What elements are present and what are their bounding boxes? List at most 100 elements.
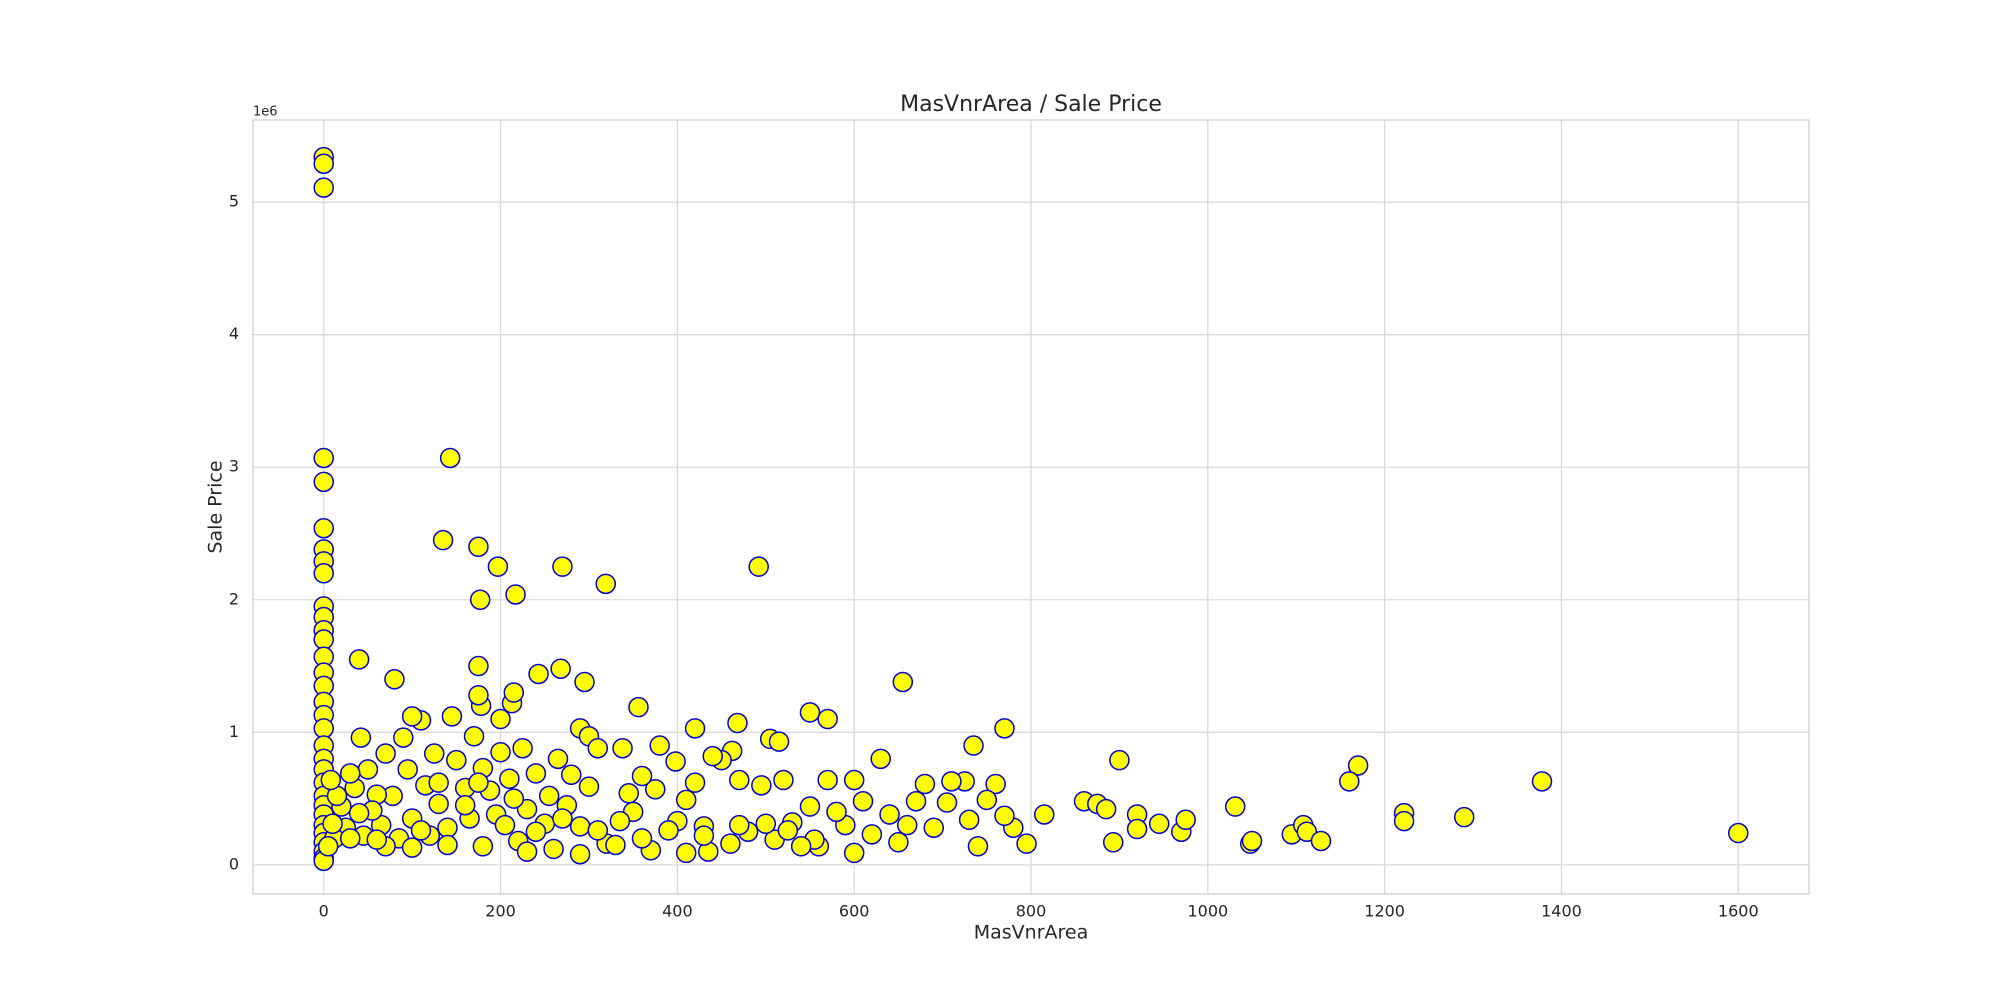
scatter-point	[503, 788, 525, 809]
scatter-point	[1453, 806, 1475, 828]
scatter-point	[569, 843, 591, 865]
scatter-point	[1102, 832, 1124, 853]
scatter-point	[609, 810, 631, 832]
y-offset-label: 1e6	[253, 105, 278, 120]
scatter-point	[605, 834, 626, 856]
scatter-point	[923, 817, 944, 838]
scatter-point	[843, 769, 865, 791]
scatter-point	[569, 816, 591, 837]
y-tick-label: 5	[229, 192, 239, 211]
scatter-point	[463, 726, 485, 747]
scatter-point	[941, 771, 962, 792]
scatter-point	[468, 684, 489, 706]
scatter-point	[870, 748, 891, 770]
scatter-point	[612, 737, 633, 759]
scatter-point	[1175, 809, 1196, 831]
plot-frame	[252, 119, 1810, 895]
scatter-point	[393, 727, 414, 748]
scatter-point	[313, 153, 334, 174]
scatter-point	[384, 669, 405, 690]
scatter-point	[437, 834, 458, 856]
scatter-point	[799, 796, 821, 817]
scatter-point	[410, 820, 432, 841]
scatter-point	[720, 833, 741, 854]
scatter-point	[313, 177, 334, 198]
scatter-point	[322, 813, 343, 835]
scatter-point	[561, 764, 582, 785]
scatter-point	[751, 775, 772, 796]
scatter-point	[441, 706, 463, 727]
scatter-point	[313, 718, 334, 739]
scatter-point	[1224, 796, 1246, 817]
scatter-point	[348, 649, 370, 670]
scatter-point	[693, 825, 715, 846]
scatter-point	[1095, 798, 1117, 820]
x-tick-label: 600	[839, 902, 870, 921]
scatter-point	[817, 769, 838, 791]
scatter-point	[317, 836, 339, 857]
scatter-point	[879, 804, 900, 825]
scatter-point	[675, 842, 697, 864]
scatter-point	[729, 769, 750, 791]
scatter-point	[665, 751, 686, 772]
scatter-point	[905, 790, 927, 812]
y-tick-label: 1	[229, 722, 239, 741]
scatter-point	[1016, 833, 1037, 854]
scatter-point	[525, 763, 547, 784]
y-tick-label: 0	[229, 854, 239, 873]
scatter-point	[799, 702, 821, 723]
scatter-point	[487, 556, 509, 577]
scatter-point	[547, 748, 569, 770]
scatter-point	[631, 765, 653, 787]
scatter-point	[826, 801, 847, 823]
x-tick-label: 800	[1016, 902, 1047, 921]
scatter-point	[320, 769, 342, 791]
scatter-point	[729, 814, 750, 836]
scatter-point	[1126, 818, 1148, 840]
scatter-point	[777, 820, 799, 841]
scatter-point	[432, 529, 454, 551]
scatter-point	[512, 737, 533, 759]
scatter-point	[852, 790, 874, 812]
scatter-point	[340, 763, 361, 784]
scatter-point	[1728, 822, 1749, 844]
scatter-point	[552, 556, 573, 577]
scatter-point	[658, 820, 679, 841]
scatter-point	[348, 802, 370, 824]
scatter-point	[1148, 813, 1170, 835]
scatter-point	[817, 708, 838, 730]
scatter-point	[587, 820, 609, 841]
scatter-point	[628, 696, 649, 718]
scatter-point	[843, 842, 865, 864]
scatter-point	[454, 794, 476, 816]
scatter-point	[366, 829, 388, 850]
y-tick-label: 3	[229, 457, 239, 476]
scatter-point	[490, 708, 511, 730]
scatter-point	[684, 718, 706, 739]
x-tick-label: 200	[485, 902, 516, 921]
scatter-point	[550, 658, 571, 679]
scatter-point	[888, 832, 909, 853]
scatter-point	[985, 773, 1006, 795]
scatter-point	[994, 805, 1015, 827]
scatter-point	[401, 706, 423, 727]
scatter-point	[1296, 821, 1318, 842]
scatter-point	[1310, 830, 1332, 852]
x-tick-label: 1400	[1541, 902, 1582, 921]
x-tick-label: 1200	[1364, 902, 1405, 921]
scatter-point	[313, 563, 334, 584]
scatter-point	[468, 772, 489, 793]
scatter-point	[313, 517, 334, 539]
scatter-point	[528, 663, 549, 685]
scatter-point	[768, 731, 790, 752]
scatter-point	[727, 712, 748, 734]
scatter-point	[446, 749, 467, 771]
scatter-point	[773, 769, 794, 791]
scatter-point	[645, 779, 666, 800]
scatter-point	[976, 789, 998, 811]
scatter-point	[958, 809, 980, 831]
scatter-point	[340, 828, 361, 849]
x-tick-label: 0	[319, 902, 329, 921]
scatter-point	[1531, 771, 1553, 792]
